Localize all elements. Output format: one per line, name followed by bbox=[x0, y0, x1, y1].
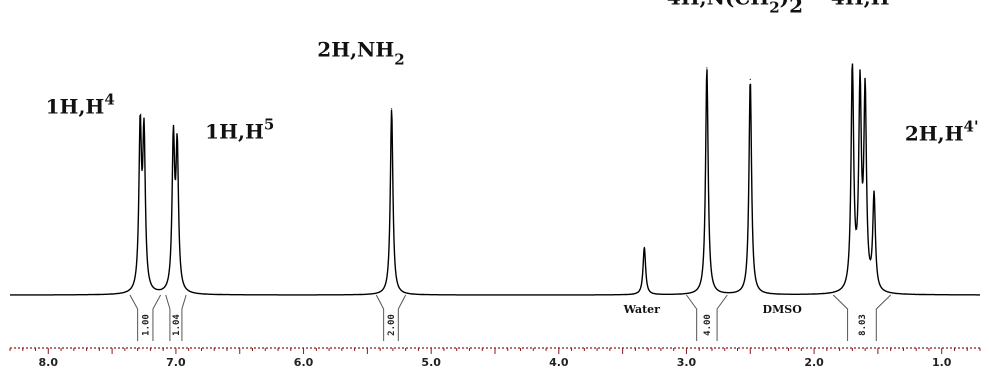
integral-value: 1.00 bbox=[141, 314, 151, 336]
peak-assignment-label: 1H,H5 bbox=[205, 115, 274, 143]
solvent-annotation: DMSO bbox=[763, 303, 803, 316]
integral-bracket: 8.03 bbox=[832, 294, 892, 341]
peak-assignment-label: 2H,H4' bbox=[905, 118, 979, 146]
spectrum-trace bbox=[10, 63, 980, 296]
integral-value: 1.04 bbox=[172, 314, 182, 336]
peak-point bbox=[391, 108, 393, 110]
x-tick-label: 6.0 bbox=[294, 356, 314, 369]
x-tick-label: 8.0 bbox=[39, 356, 59, 369]
peak-point bbox=[706, 67, 708, 69]
solvent-annotation: Water bbox=[623, 303, 661, 316]
peak-point bbox=[643, 246, 645, 248]
integral-value: 4.00 bbox=[703, 314, 713, 336]
x-tick-label: 7.0 bbox=[166, 356, 186, 369]
peak-point bbox=[749, 78, 751, 80]
peak-labels: 1H,H4 1H,H5 2H,NH2 4H,N(CH2)2 4H,H3',5' 2H,H4… bbox=[46, 0, 979, 316]
x-tick-label: 2.0 bbox=[804, 356, 824, 369]
x-axis: 8.0 7.0 6.0 5.0 4.0 3.0 2.0 1.0 bbox=[9, 347, 981, 369]
integral-value: 2.00 bbox=[387, 314, 397, 336]
x-tick-label: 1.0 bbox=[932, 356, 952, 369]
integral-layer: 1.00 1.04 2.00 4.00 8.03 bbox=[129, 294, 892, 341]
x-tick-label: 3.0 bbox=[677, 356, 697, 369]
peak-point bbox=[172, 144, 174, 146]
x-tick-label: 5.0 bbox=[421, 356, 441, 369]
x-tick-label: 4.0 bbox=[549, 356, 569, 369]
peak-point bbox=[873, 199, 875, 201]
peak-assignment-label: 1H,H4 bbox=[46, 90, 115, 118]
peak-point bbox=[143, 140, 145, 142]
integral-bracket: 1.04 bbox=[165, 294, 187, 341]
peak-assignment-label: 4H,N(CH2)2 bbox=[667, 0, 803, 17]
integral-bracket: 2.00 bbox=[375, 294, 407, 341]
peak-point bbox=[864, 99, 866, 101]
integral-bracket: 4.00 bbox=[686, 294, 728, 341]
peak-assignment-label: 4H,H3',5' bbox=[831, 0, 925, 9]
integral-value: 8.03 bbox=[858, 314, 868, 336]
peak-assignment-label: 2H,NH2 bbox=[317, 38, 404, 69]
integral-bracket: 1.00 bbox=[129, 294, 162, 341]
peak-point bbox=[851, 67, 853, 69]
peak-point bbox=[859, 94, 861, 96]
peak-point bbox=[176, 153, 178, 155]
peak-point bbox=[139, 133, 141, 135]
